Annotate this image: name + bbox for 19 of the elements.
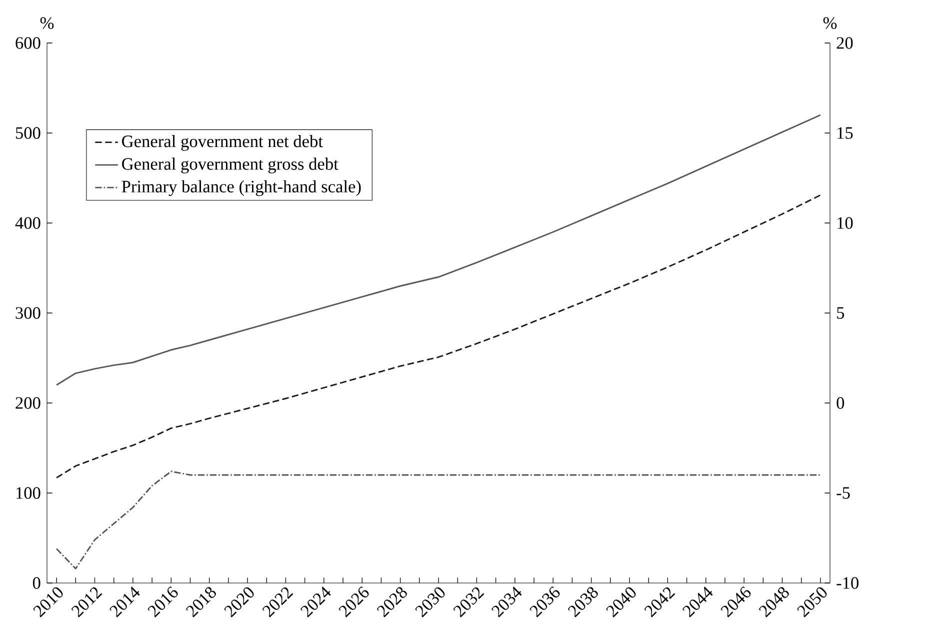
y2-tick-label: -10 [836,577,858,589]
y2-tick-label: 5 [837,307,844,319]
legend-label: General government gross debt [122,158,338,174]
y2-tick-label: 10 [838,217,853,229]
legend-label: Primary balance (right-hand scale) [122,180,361,196]
y-tick-label: 600 [16,37,40,49]
y-tick-label: 200 [16,397,40,409]
y-tick-label: 0 [32,577,40,589]
y2-tick-label: 0 [836,397,844,409]
y-tick-label: 400 [15,217,40,229]
y2-tick-label: -5 [836,487,850,499]
y-tick-label: 100 [16,487,40,499]
y-axis-title: % [40,17,54,29]
y-tick-label: 500 [16,127,40,139]
y-tick-label: 300 [16,307,40,319]
y2-tick-label: 20 [836,37,853,49]
legend-label: General government net debt [122,135,323,151]
y2-axis-title: % [823,17,837,29]
y2-tick-label: 15 [838,127,853,139]
